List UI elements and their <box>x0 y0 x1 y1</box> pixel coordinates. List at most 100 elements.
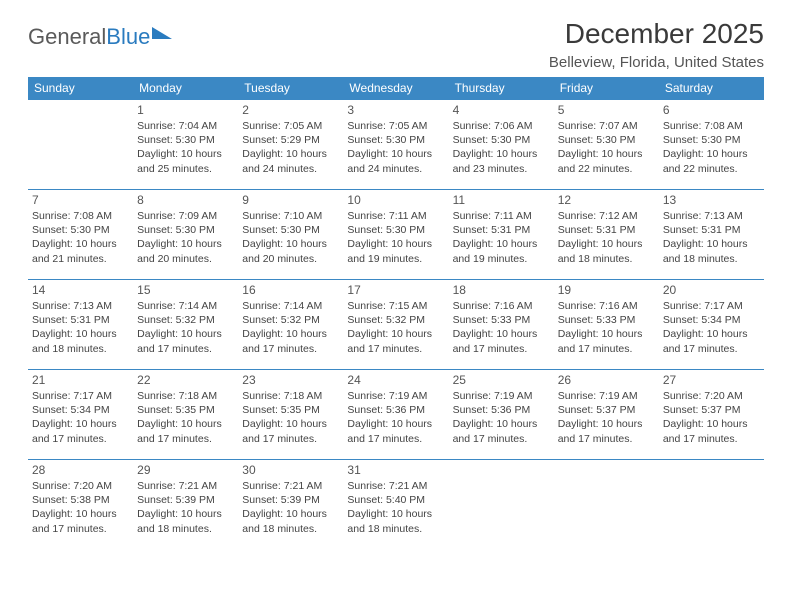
day-number: 26 <box>558 373 655 387</box>
sunrise-line: Sunrise: 7:19 AM <box>453 389 550 403</box>
calendar-day-cell: 12Sunrise: 7:12 AMSunset: 5:31 PMDayligh… <box>554 190 659 280</box>
daylight-line-1: Daylight: 10 hours <box>558 327 655 341</box>
sunset-line: Sunset: 5:30 PM <box>137 223 234 237</box>
daylight-line-1: Daylight: 10 hours <box>242 237 339 251</box>
daylight-line-1: Daylight: 10 hours <box>137 507 234 521</box>
day-number: 20 <box>663 283 760 297</box>
daylight-line-2: and 22 minutes. <box>663 162 760 176</box>
day-info: Sunrise: 7:13 AMSunset: 5:31 PMDaylight:… <box>32 299 129 356</box>
day-number: 5 <box>558 103 655 117</box>
sunrise-line: Sunrise: 7:17 AM <box>32 389 129 403</box>
day-number: 1 <box>137 103 234 117</box>
sunrise-line: Sunrise: 7:18 AM <box>137 389 234 403</box>
day-info: Sunrise: 7:17 AMSunset: 5:34 PMDaylight:… <box>32 389 129 446</box>
daylight-line-1: Daylight: 10 hours <box>137 237 234 251</box>
daylight-line-2: and 22 minutes. <box>558 162 655 176</box>
day-number: 15 <box>137 283 234 297</box>
calendar-week-row: 21Sunrise: 7:17 AMSunset: 5:34 PMDayligh… <box>28 370 764 460</box>
day-info: Sunrise: 7:08 AMSunset: 5:30 PMDaylight:… <box>663 119 760 176</box>
sunrise-line: Sunrise: 7:21 AM <box>347 479 444 493</box>
day-info: Sunrise: 7:21 AMSunset: 5:39 PMDaylight:… <box>242 479 339 536</box>
sunset-line: Sunset: 5:30 PM <box>137 133 234 147</box>
calendar-day-cell: 13Sunrise: 7:13 AMSunset: 5:31 PMDayligh… <box>659 190 764 280</box>
sunrise-line: Sunrise: 7:08 AM <box>32 209 129 223</box>
daylight-line-2: and 19 minutes. <box>453 252 550 266</box>
page-header: GeneralBlue December 2025 Belleview, Flo… <box>28 18 764 71</box>
daylight-line-1: Daylight: 10 hours <box>453 147 550 161</box>
calendar-page: GeneralBlue December 2025 Belleview, Flo… <box>0 0 792 560</box>
sunrise-line: Sunrise: 7:15 AM <box>347 299 444 313</box>
sunset-line: Sunset: 5:38 PM <box>32 493 129 507</box>
day-info: Sunrise: 7:13 AMSunset: 5:31 PMDaylight:… <box>663 209 760 266</box>
daylight-line-1: Daylight: 10 hours <box>453 237 550 251</box>
day-number: 21 <box>32 373 129 387</box>
weekday-header: Sunday <box>28 77 133 100</box>
sunrise-line: Sunrise: 7:14 AM <box>242 299 339 313</box>
day-number: 30 <box>242 463 339 477</box>
day-number: 11 <box>453 193 550 207</box>
sunrise-line: Sunrise: 7:21 AM <box>137 479 234 493</box>
daylight-line-1: Daylight: 10 hours <box>347 507 444 521</box>
day-info: Sunrise: 7:04 AMSunset: 5:30 PMDaylight:… <box>137 119 234 176</box>
daylight-line-2: and 20 minutes. <box>242 252 339 266</box>
sunset-line: Sunset: 5:35 PM <box>137 403 234 417</box>
weekday-header: Monday <box>133 77 238 100</box>
sunrise-line: Sunrise: 7:18 AM <box>242 389 339 403</box>
day-number: 8 <box>137 193 234 207</box>
daylight-line-2: and 17 minutes. <box>242 432 339 446</box>
brand-logo: GeneralBlue <box>28 18 172 50</box>
day-info: Sunrise: 7:21 AMSunset: 5:40 PMDaylight:… <box>347 479 444 536</box>
sunset-line: Sunset: 5:34 PM <box>32 403 129 417</box>
daylight-line-2: and 24 minutes. <box>242 162 339 176</box>
calendar-day-cell: 11Sunrise: 7:11 AMSunset: 5:31 PMDayligh… <box>449 190 554 280</box>
calendar-table: SundayMondayTuesdayWednesdayThursdayFrid… <box>28 77 764 550</box>
daylight-line-2: and 23 minutes. <box>453 162 550 176</box>
day-info: Sunrise: 7:20 AMSunset: 5:37 PMDaylight:… <box>663 389 760 446</box>
day-number: 14 <box>32 283 129 297</box>
weekday-header: Saturday <box>659 77 764 100</box>
daylight-line-1: Daylight: 10 hours <box>137 147 234 161</box>
calendar-day-cell: 1 Sunrise: 7:04 AMSunset: 5:30 PMDaylight… <box>133 100 238 190</box>
day-info: Sunrise: 7:10 AMSunset: 5:30 PMDaylight:… <box>242 209 339 266</box>
daylight-line-1: Daylight: 10 hours <box>137 327 234 341</box>
sunrise-line: Sunrise: 7:19 AM <box>558 389 655 403</box>
daylight-line-1: Daylight: 10 hours <box>32 237 129 251</box>
day-info: Sunrise: 7:09 AMSunset: 5:30 PMDaylight:… <box>137 209 234 266</box>
calendar-header-row: SundayMondayTuesdayWednesdayThursdayFrid… <box>28 77 764 100</box>
daylight-line-2: and 17 minutes. <box>663 342 760 356</box>
daylight-line-1: Daylight: 10 hours <box>32 327 129 341</box>
daylight-line-1: Daylight: 10 hours <box>663 237 760 251</box>
day-info: Sunrise: 7:11 AMSunset: 5:30 PMDaylight:… <box>347 209 444 266</box>
weekday-header: Thursday <box>449 77 554 100</box>
day-info: Sunrise: 7:19 AMSunset: 5:36 PMDaylight:… <box>347 389 444 446</box>
sunset-line: Sunset: 5:30 PM <box>663 133 760 147</box>
sunset-line: Sunset: 5:31 PM <box>453 223 550 237</box>
calendar-day-cell: 10Sunrise: 7:11 AMSunset: 5:30 PMDayligh… <box>343 190 448 280</box>
sunset-line: Sunset: 5:32 PM <box>347 313 444 327</box>
daylight-line-2: and 17 minutes. <box>137 342 234 356</box>
day-info: Sunrise: 7:14 AMSunset: 5:32 PMDaylight:… <box>242 299 339 356</box>
weekday-header: Tuesday <box>238 77 343 100</box>
sunset-line: Sunset: 5:31 PM <box>32 313 129 327</box>
daylight-line-2: and 17 minutes. <box>558 342 655 356</box>
calendar-week-row: 14 Sunrise: 7:13 AMSunset: 5:31 PMDayligh… <box>28 280 764 370</box>
day-number: 18 <box>453 283 550 297</box>
day-info: Sunrise: 7:17 AMSunset: 5:34 PMDaylight:… <box>663 299 760 356</box>
sunset-line: Sunset: 5:35 PM <box>242 403 339 417</box>
sunset-line: Sunset: 5:31 PM <box>558 223 655 237</box>
day-number: 4 <box>453 103 550 117</box>
day-number: 3 <box>347 103 444 117</box>
calendar-day-cell: 29Sunrise: 7:21 AMSunset: 5:39 PMDayligh… <box>133 460 238 550</box>
day-info: Sunrise: 7:18 AMSunset: 5:35 PMDaylight:… <box>137 389 234 446</box>
day-number: 28 <box>32 463 129 477</box>
day-info: Sunrise: 7:07 AMSunset: 5:30 PMDaylight:… <box>558 119 655 176</box>
daylight-line-2: and 17 minutes. <box>453 432 550 446</box>
sunrise-line: Sunrise: 7:17 AM <box>663 299 760 313</box>
day-info: Sunrise: 7:16 AMSunset: 5:33 PMDaylight:… <box>453 299 550 356</box>
daylight-line-2: and 20 minutes. <box>137 252 234 266</box>
sunset-line: Sunset: 5:32 PM <box>137 313 234 327</box>
daylight-line-1: Daylight: 10 hours <box>453 327 550 341</box>
daylight-line-2: and 18 minutes. <box>663 252 760 266</box>
sunrise-line: Sunrise: 7:21 AM <box>242 479 339 493</box>
daylight-line-1: Daylight: 10 hours <box>242 417 339 431</box>
